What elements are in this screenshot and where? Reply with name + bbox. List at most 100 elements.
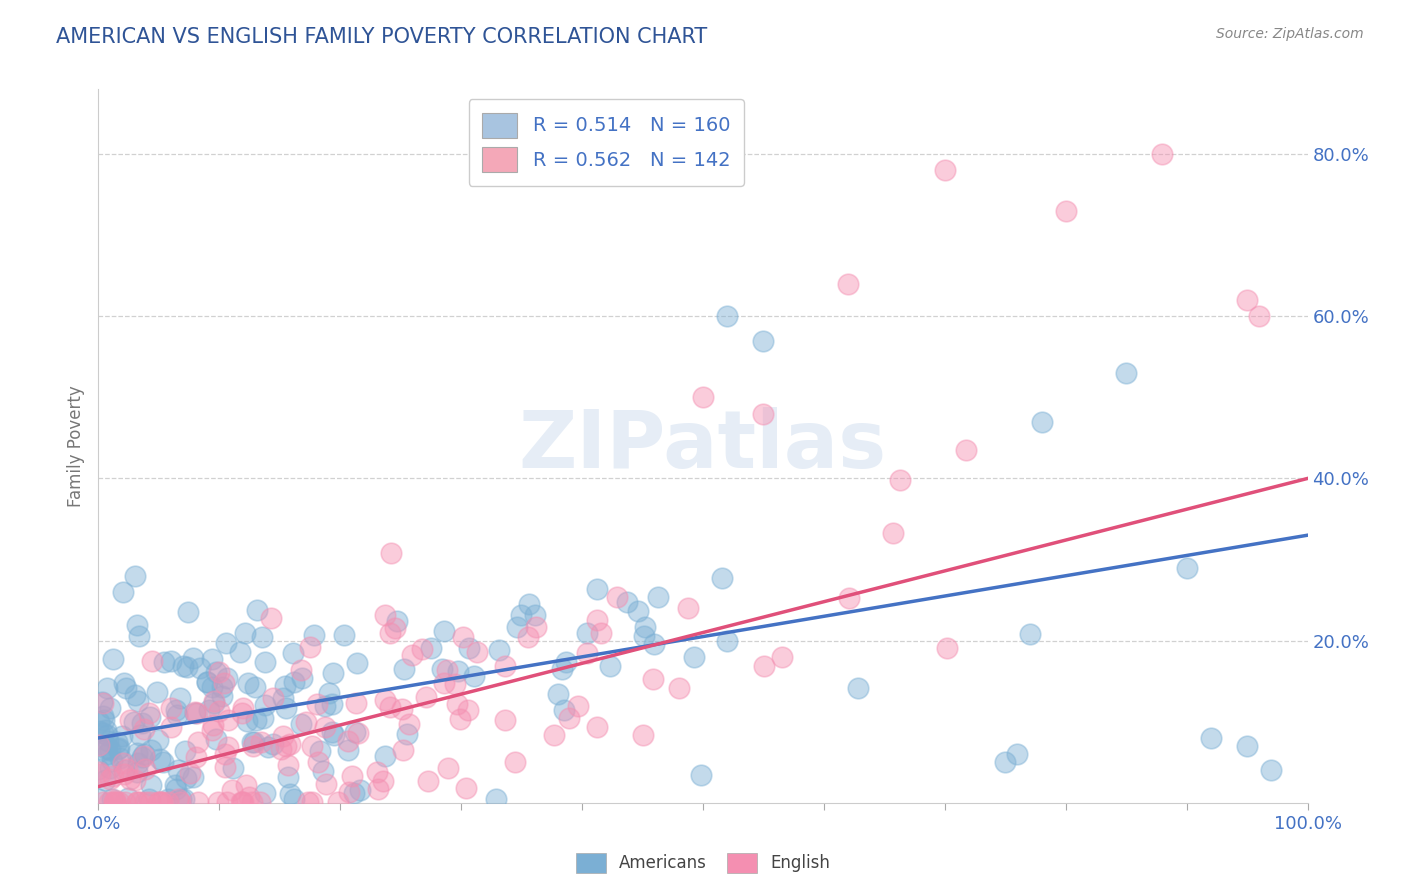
Point xyxy=(115,681,138,696)
Point xyxy=(236,676,259,690)
Point xyxy=(201,652,224,666)
Point xyxy=(214,747,236,762)
Point xyxy=(120,772,142,787)
Point xyxy=(254,786,277,800)
Point xyxy=(374,608,396,623)
Point xyxy=(211,689,233,703)
Point xyxy=(257,740,280,755)
Point xyxy=(576,625,599,640)
Point xyxy=(89,767,111,781)
Point xyxy=(89,738,111,752)
Point xyxy=(183,650,205,665)
Point xyxy=(711,571,734,585)
Point xyxy=(449,712,471,726)
Point xyxy=(848,681,870,695)
Point xyxy=(432,675,454,690)
Point xyxy=(295,715,318,730)
Point xyxy=(437,761,460,775)
Point xyxy=(553,703,575,717)
Point xyxy=(283,791,305,805)
Point xyxy=(127,756,149,770)
Point xyxy=(134,795,156,809)
Point xyxy=(557,711,579,725)
Point xyxy=(207,795,229,809)
Point xyxy=(188,661,211,675)
Point xyxy=(134,762,156,776)
Point xyxy=(647,590,669,604)
Point xyxy=(506,620,529,634)
Point xyxy=(337,785,360,799)
Point xyxy=(543,728,565,742)
Point xyxy=(127,795,149,809)
Point xyxy=(260,611,283,625)
Point xyxy=(139,795,162,809)
Point xyxy=(112,676,135,690)
Point xyxy=(132,722,155,736)
Point xyxy=(280,737,302,751)
Point xyxy=(96,741,118,756)
Point xyxy=(668,681,690,695)
Point xyxy=(524,619,547,633)
Point xyxy=(94,772,117,787)
Point xyxy=(96,747,118,761)
Point xyxy=(217,671,239,685)
Point xyxy=(262,738,284,752)
Point xyxy=(457,703,479,717)
Point xyxy=(678,600,700,615)
Point xyxy=(208,704,231,718)
Point xyxy=(148,795,170,809)
Point xyxy=(374,749,396,764)
Point xyxy=(243,735,266,749)
Point xyxy=(302,628,325,642)
Point xyxy=(290,716,312,731)
Point xyxy=(301,795,323,809)
Point xyxy=(221,783,243,797)
Point xyxy=(202,694,225,708)
Point xyxy=(101,652,124,666)
Point xyxy=(201,723,224,738)
Point xyxy=(217,795,239,809)
Point xyxy=(633,728,655,742)
Point xyxy=(96,681,118,696)
Point xyxy=(378,700,401,714)
Point xyxy=(333,628,356,642)
Text: ZIPatlas: ZIPatlas xyxy=(519,407,887,485)
Point xyxy=(935,640,957,655)
Point xyxy=(346,656,368,670)
Point xyxy=(202,718,225,732)
Point xyxy=(314,699,336,714)
Point xyxy=(87,762,110,776)
Point xyxy=(125,764,148,779)
Point xyxy=(616,595,638,609)
Point xyxy=(90,695,112,709)
Point xyxy=(160,720,183,734)
Point xyxy=(157,791,180,805)
Point xyxy=(322,665,344,680)
Point xyxy=(229,645,252,659)
Point xyxy=(242,739,264,753)
Point xyxy=(770,650,793,665)
Point xyxy=(101,769,124,783)
Point xyxy=(173,791,195,805)
Point xyxy=(433,624,456,638)
Point xyxy=(1054,203,1077,218)
Point xyxy=(458,640,481,655)
Point xyxy=(149,752,172,766)
Point xyxy=(1007,747,1029,761)
Point xyxy=(246,603,269,617)
Point xyxy=(186,706,208,720)
Point xyxy=(599,659,621,673)
Point xyxy=(340,769,363,783)
Point xyxy=(96,723,118,737)
Point xyxy=(485,791,508,805)
Point xyxy=(176,659,198,673)
Point xyxy=(882,526,904,541)
Point xyxy=(87,715,110,730)
Point xyxy=(139,743,162,757)
Point xyxy=(451,630,474,644)
Point xyxy=(343,786,366,800)
Point xyxy=(174,743,197,757)
Point xyxy=(396,727,419,741)
Point xyxy=(187,734,209,748)
Point xyxy=(554,655,576,669)
